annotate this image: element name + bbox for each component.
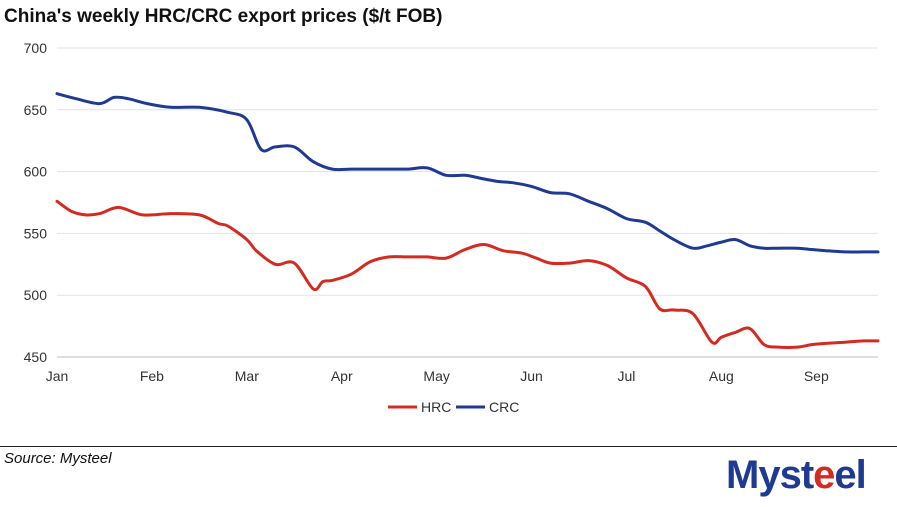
y-tick-label: 550 bbox=[24, 225, 48, 241]
mysteel-logo: Mysteel bbox=[726, 451, 867, 499]
axes: 450 500 550 600 650 700 Jan Feb Mar Apr May Jun Jul A… bbox=[24, 40, 878, 384]
grid-lines bbox=[57, 47, 878, 296]
y-tick-label: 500 bbox=[24, 287, 48, 303]
x-tick-label: Apr bbox=[331, 368, 353, 384]
x-tick-label: Feb bbox=[140, 368, 164, 384]
y-tick-label: 700 bbox=[24, 40, 48, 56]
x-tick-label: Jun bbox=[520, 368, 543, 384]
logo-text-part1: Myst bbox=[726, 453, 814, 497]
chart-title: China's weekly HRC/CRC export prices ($/… bbox=[4, 6, 443, 27]
x-tick-label: Sep bbox=[804, 368, 829, 384]
x-tick-label: May bbox=[423, 368, 449, 384]
series-line-hrc bbox=[55, 199, 880, 349]
logo-text-part2: e bbox=[813, 453, 835, 497]
y-tick-label: 600 bbox=[24, 164, 48, 180]
x-tick-label: Jan bbox=[46, 368, 69, 384]
footer-divider bbox=[0, 446, 897, 447]
y-tick-label: 450 bbox=[24, 349, 48, 365]
logo-text-part3: el bbox=[834, 453, 866, 497]
x-tick-label: Aug bbox=[709, 368, 734, 384]
x-tick-label: Jul bbox=[618, 368, 636, 384]
line-chart: 450 500 550 600 650 700 Jan Feb Mar Apr May Jun Jul A… bbox=[24, 40, 880, 415]
legend-label-hrc: HRC bbox=[421, 399, 451, 415]
y-tick-label: 650 bbox=[24, 102, 48, 118]
x-tick-label: Mar bbox=[235, 368, 259, 384]
source-note: Source: Mysteel bbox=[4, 450, 112, 467]
legend-label-crc: CRC bbox=[489, 399, 519, 415]
series-lines bbox=[55, 92, 880, 349]
legend: HRC CRC bbox=[388, 399, 519, 415]
series-line-crc bbox=[55, 92, 880, 254]
